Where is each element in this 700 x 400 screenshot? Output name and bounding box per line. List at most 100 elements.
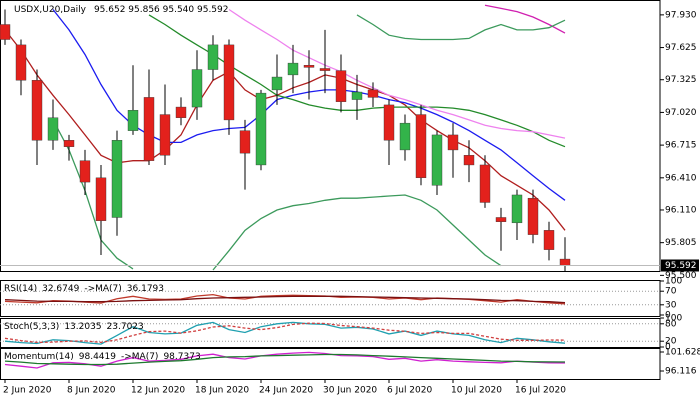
candle-body xyxy=(287,62,299,76)
x-tick-label: 2 Jun 2020 xyxy=(3,386,52,396)
plot-area xyxy=(0,290,660,306)
chart-header: USDX,U20,Daily 95.652 95.856 95.540 95.59… xyxy=(14,5,229,15)
series-name: RSI(14) xyxy=(4,284,37,294)
series-name: ->MA(7) xyxy=(121,352,158,362)
candle-body xyxy=(351,91,363,100)
candle-body xyxy=(463,155,475,166)
series-name: Momentum(14) xyxy=(4,352,74,362)
indicator-line xyxy=(4,353,566,366)
panel-frame xyxy=(0,318,661,348)
candle-body xyxy=(47,117,59,141)
indicator-line xyxy=(4,321,566,345)
y-tick-label: 97.930 xyxy=(665,10,697,20)
candle-body xyxy=(79,160,91,183)
series-value: 13.2035 xyxy=(64,322,101,332)
y-tick-label: 96.116 xyxy=(665,367,697,377)
x-tick-label: 24 Jun 2020 xyxy=(259,386,313,396)
candle-body xyxy=(63,140,75,147)
candle-body xyxy=(559,258,571,266)
plot-area xyxy=(0,4,660,271)
candle-body xyxy=(191,69,203,108)
y-tick-label: 97.020 xyxy=(665,108,697,118)
x-tick-label: 6 Jul 2020 xyxy=(387,386,432,396)
plot-area xyxy=(0,321,660,345)
candle-body xyxy=(159,114,171,156)
candle-body xyxy=(111,140,123,218)
y-tick-label: 0 xyxy=(665,343,671,353)
candle-body xyxy=(367,89,379,98)
x-tick-label: 18 Jun 2020 xyxy=(195,386,249,396)
candle-body xyxy=(335,70,347,102)
candle-body xyxy=(127,110,139,131)
y-tick-label: 96.110 xyxy=(665,205,697,215)
candle-body xyxy=(383,104,395,141)
candle-body xyxy=(527,197,539,235)
series-name: ->MA(7) xyxy=(84,284,121,294)
y-tick-label: 0 xyxy=(665,311,671,321)
x-tick-label: 12 Jun 2020 xyxy=(131,386,185,396)
x-tick-label: 16 Jul 2020 xyxy=(515,386,566,396)
price-box xyxy=(661,259,699,272)
candle-body xyxy=(95,177,107,221)
candle-body xyxy=(543,230,555,250)
y-tick-label: 96.410 xyxy=(665,173,697,183)
panel-header: Momentum(14) 98.4419 ->MA(7) 98.7373 xyxy=(4,352,201,362)
candle-body xyxy=(399,122,411,151)
candle-body xyxy=(431,134,443,186)
candle-body xyxy=(207,44,219,70)
panel-frame xyxy=(0,0,661,272)
y-tick-label: 97.625 xyxy=(665,43,697,53)
indicator-line xyxy=(356,14,566,41)
candle-body xyxy=(303,65,315,68)
y-tick-label: 20 xyxy=(665,337,677,347)
candle-body xyxy=(415,114,427,179)
indicator-line xyxy=(4,351,566,369)
indicator-line xyxy=(4,322,566,344)
y-tick-label: 97.325 xyxy=(665,75,697,85)
plot-area xyxy=(4,351,566,369)
candle-body xyxy=(239,130,251,154)
x-tick-label: 30 Jun 2020 xyxy=(323,386,377,396)
indicator-line xyxy=(228,8,566,139)
candle-body xyxy=(271,76,283,91)
series-value: 98.4419 xyxy=(79,352,116,362)
y-tick-label: 96.715 xyxy=(665,141,697,151)
y-tick-label: 100 xyxy=(665,314,682,324)
candle-body xyxy=(0,24,11,40)
candle-body xyxy=(175,106,187,118)
candle-body xyxy=(447,134,459,151)
candle-body xyxy=(495,217,507,222)
panel-frame xyxy=(0,280,661,317)
panel-header: Stoch(5,3,3) 13.2035 23.7023 xyxy=(4,322,144,332)
y-tick-label: 30 xyxy=(665,300,677,310)
candle-body xyxy=(143,97,155,161)
y-tick-label: 95.500 xyxy=(665,271,697,281)
x-tick-label: 10 Jul 2020 xyxy=(451,386,502,396)
candle-body xyxy=(223,44,235,121)
x-tick-label: 8 Jun 2020 xyxy=(67,386,116,396)
candle-body xyxy=(15,44,27,81)
y-tick-label: 101.6286 xyxy=(665,348,700,358)
y-tick-label: 95.805 xyxy=(665,238,697,248)
series-value: 32.6749 xyxy=(42,284,79,294)
indicator-line xyxy=(4,29,566,231)
current-price: 95.592 xyxy=(665,261,697,271)
candle-body xyxy=(511,194,523,224)
candle-body xyxy=(479,164,491,203)
candle-body xyxy=(255,92,267,166)
y-tick-label: 80 xyxy=(665,319,677,329)
candle-body xyxy=(31,80,43,141)
series-value: 23.7023 xyxy=(107,322,144,332)
y-tick-label: 100 xyxy=(665,277,682,287)
y-tick-label: 70 xyxy=(665,287,677,297)
series-name: Stoch(5,3,3) xyxy=(4,322,59,332)
indicator-line xyxy=(4,295,566,304)
symbol: USDX,U20,Daily xyxy=(14,5,87,15)
series-value: 98.7373 xyxy=(163,352,200,362)
panel-frame xyxy=(0,348,661,380)
candle-body xyxy=(319,68,331,71)
series-value: 36.1793 xyxy=(127,284,164,294)
panel-header: RSI(14) 32.6749 ->MA(7) 36.1793 xyxy=(4,284,164,294)
quote: 95.652 95.856 95.540 95.592 xyxy=(94,5,229,15)
